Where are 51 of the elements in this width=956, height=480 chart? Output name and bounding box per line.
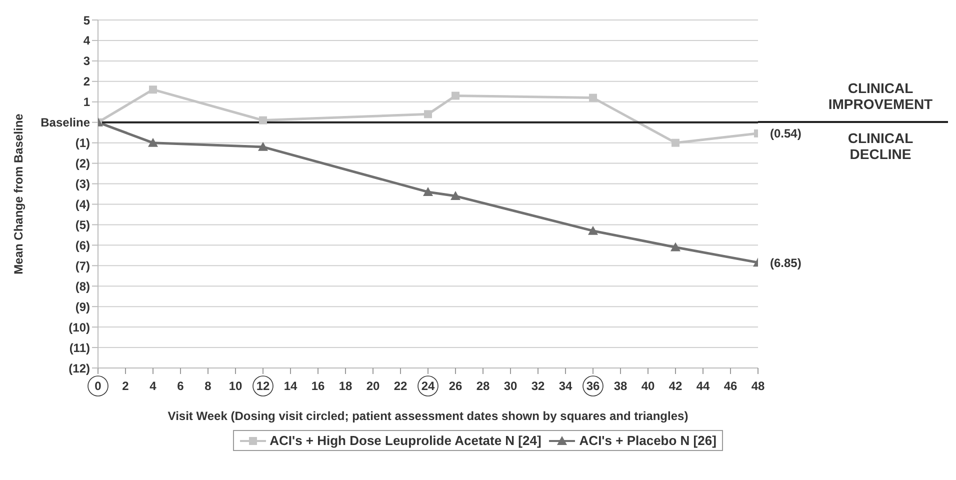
x-tick-label: 16: [311, 379, 325, 393]
text: CLINICAL IMPROVEMENT: [827, 80, 934, 112]
x-tick-label: 8: [204, 379, 212, 393]
y-tick-label: (10): [68, 320, 90, 334]
y-tick-label: (1): [75, 136, 90, 150]
x-tick-label: 28: [476, 379, 490, 393]
text: CLINICAL DECLINE: [846, 130, 914, 162]
x-tick-label: 20: [366, 379, 380, 393]
x-tick-label: 38: [614, 379, 628, 393]
y-tick-label: 3: [83, 54, 90, 68]
x-tick-label: 26: [448, 379, 462, 393]
x-tick-label: 40: [641, 379, 655, 393]
legend-label: ACI's + Placebo N [26]: [578, 433, 716, 448]
x-tick-label: 30: [504, 379, 518, 393]
x-tick-label: 48: [751, 379, 765, 393]
y-tick-label: (9): [75, 300, 90, 314]
x-tick-label: 4: [150, 379, 157, 393]
y-tick-label: (3): [75, 177, 90, 192]
y-tick-label: (12): [68, 361, 90, 376]
y-axis-title: Mean Change from Baseline: [11, 113, 26, 274]
x-tick-label: 34: [558, 379, 572, 393]
y-tick-label: 5: [83, 13, 90, 28]
x-tick-label: 14: [284, 379, 298, 393]
x-tick-label: 2: [122, 379, 130, 393]
y-tick-label: (5): [75, 218, 90, 232]
x-tick-label: 46: [724, 379, 738, 393]
x-tick-label: 22: [394, 379, 408, 393]
x-tick-label: 42: [668, 379, 682, 393]
x-tick-label: 10: [228, 379, 242, 393]
x-tick-label: 12: [256, 379, 270, 393]
x-tick-label: 32: [531, 379, 545, 393]
y-tick-label: (11): [69, 340, 90, 355]
y-tick-label: (4): [75, 197, 90, 212]
y-tick-label: 4: [83, 34, 90, 48]
x-tick-label: 44: [696, 379, 710, 393]
x-tick-label: 6: [177, 379, 184, 393]
y-tick-label: (8): [75, 279, 90, 294]
x-tick-label: 0: [94, 379, 102, 393]
y-tick-label: 2: [83, 74, 90, 89]
x-axis-title: Visit Week (Dosing visit circled; patient assessment dates shown by squares and triangles): [168, 409, 688, 423]
annotation: (0.54): [770, 126, 802, 141]
y-tick-label: Baseline: [40, 116, 90, 130]
x-tick-label: 24: [421, 379, 435, 393]
legend-label: ACI's + High Dose Leuprolide Acetate N [24]: [268, 433, 542, 448]
y-tick-label: (2): [75, 156, 90, 171]
y-tick-label: 1: [83, 95, 90, 110]
x-tick-label: 18: [338, 379, 352, 393]
x-tick-label: 36: [586, 379, 600, 393]
y-tick-label: (6): [75, 238, 90, 252]
annotation: (6.85): [770, 256, 802, 270]
y-tick-label: (7): [75, 258, 90, 273]
